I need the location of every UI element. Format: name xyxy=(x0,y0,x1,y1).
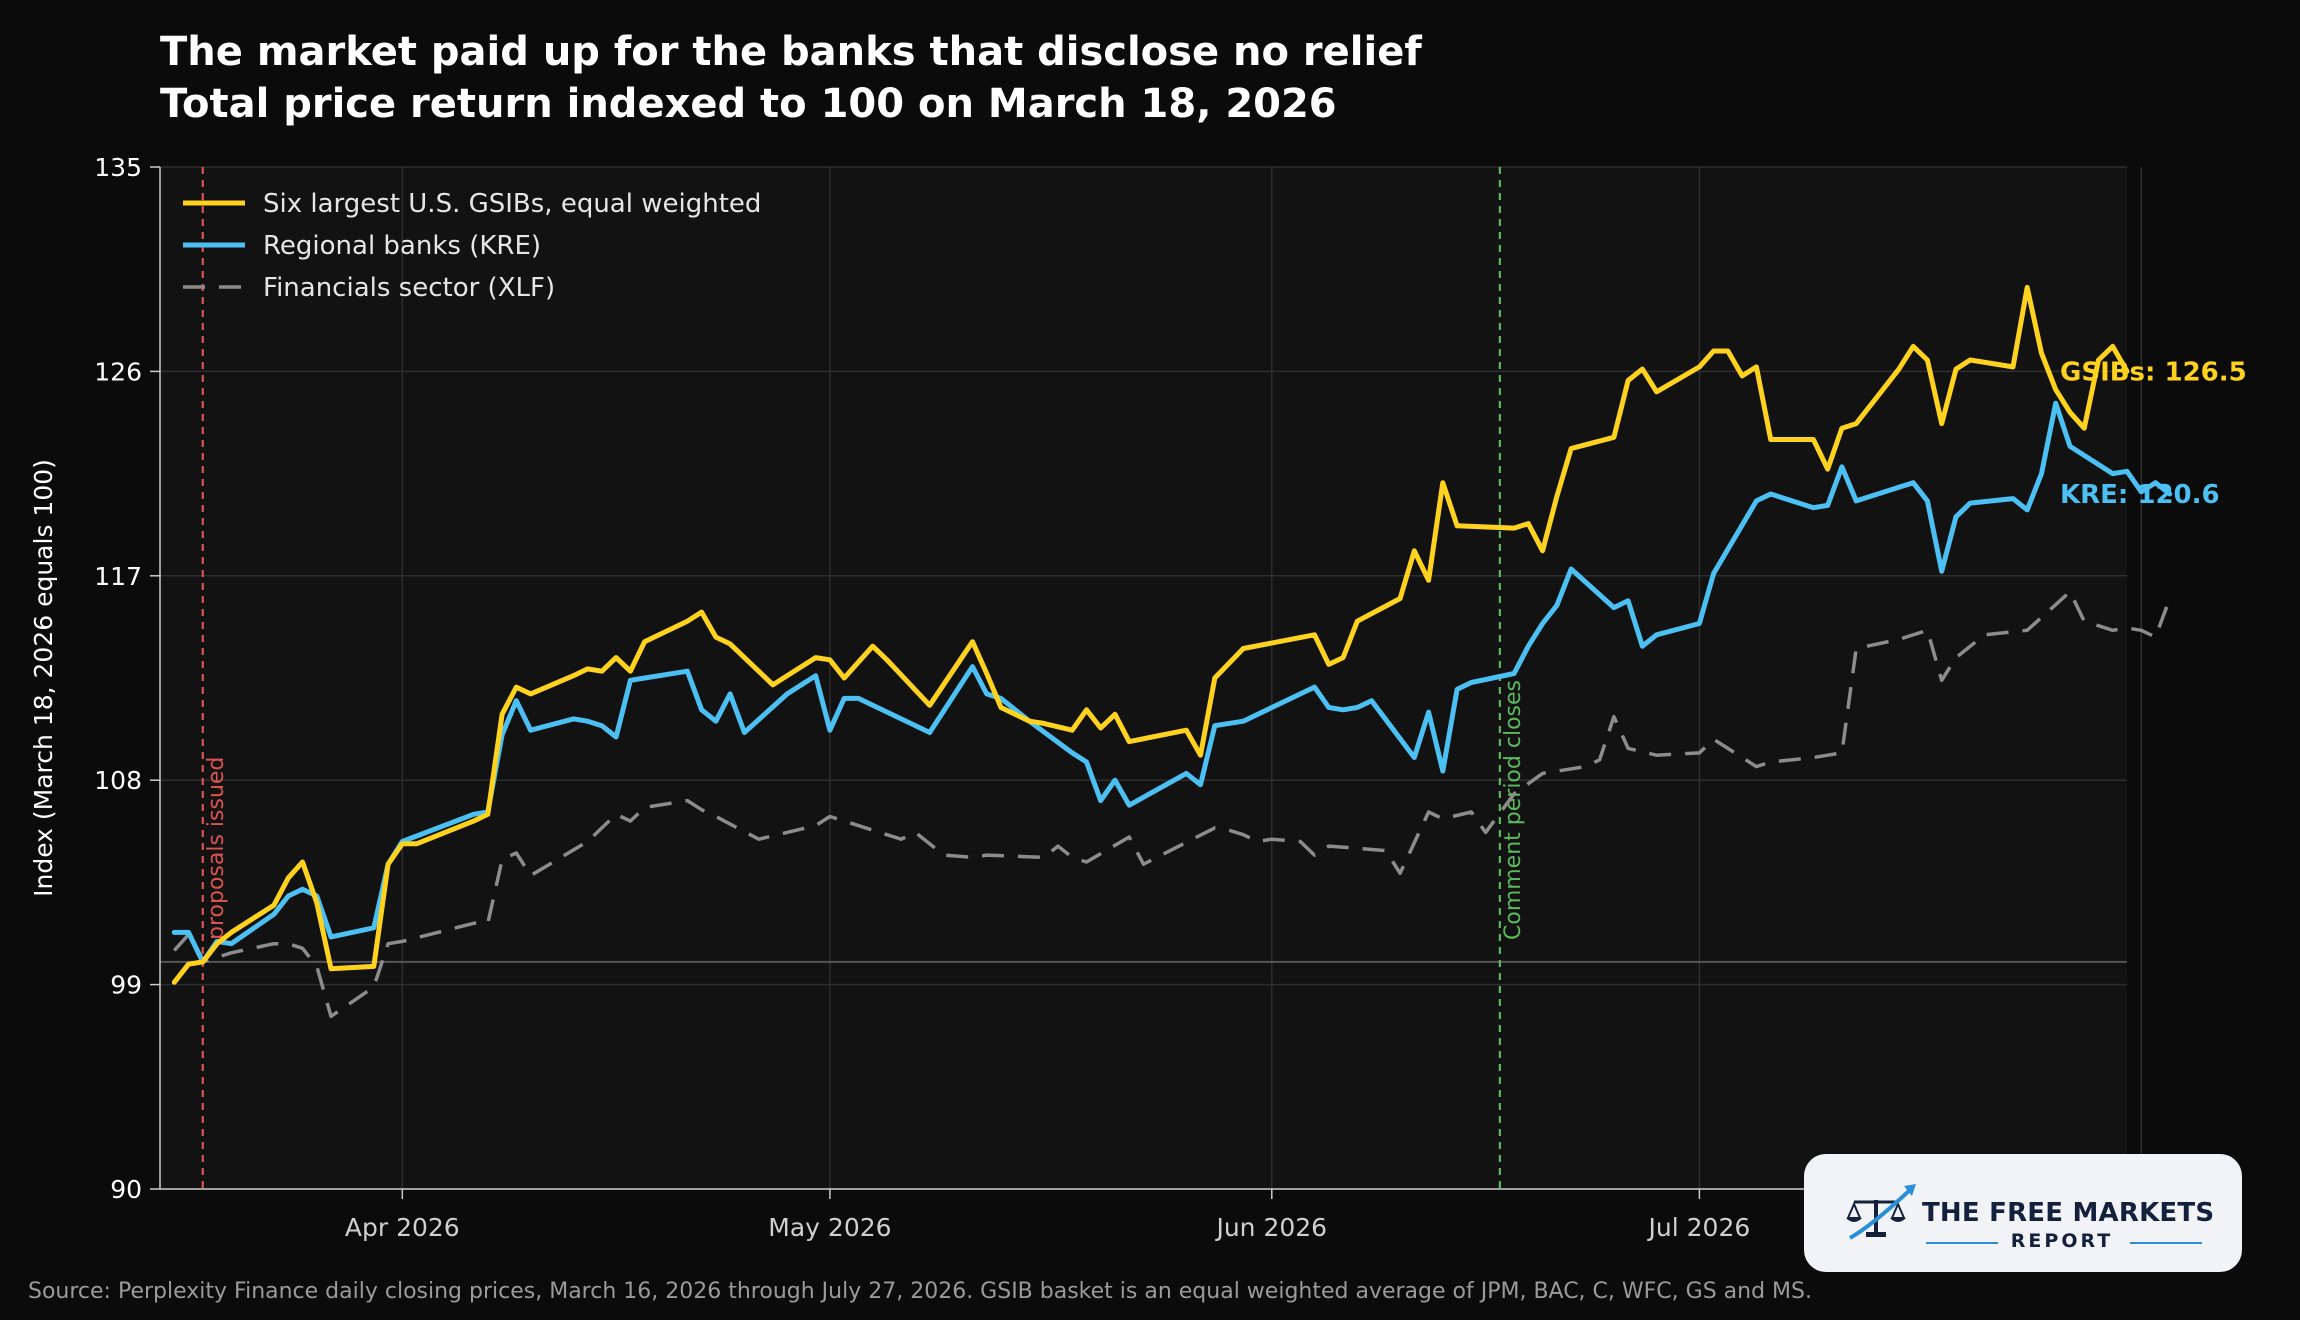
annotation-label: proposals issued xyxy=(204,757,229,940)
y-tick-label: 99 xyxy=(110,971,142,1000)
legend-label: Financials sector (XLF) xyxy=(263,273,555,303)
logo-rule-left xyxy=(1926,1242,1998,1244)
series-line-2 xyxy=(172,589,2172,1019)
x-tick-label: Apr 2026 xyxy=(345,1213,460,1242)
legend: Six largest U.S. GSIBs, equal weighted Re… xyxy=(183,189,761,303)
series-lines xyxy=(171,284,2173,1019)
logo-text-line2: REPORT xyxy=(2010,1230,2114,1252)
legend-label: Six largest U.S. GSIBs, equal weighted xyxy=(263,189,761,219)
logo-text-line1: THE FREE MARKETS xyxy=(1922,1198,2215,1228)
legend-label: Regional banks (KRE) xyxy=(263,231,541,261)
brand-logo: THE FREE MARKETS REPORT xyxy=(1804,1154,2242,1272)
y-tick-label: 90 xyxy=(110,1175,142,1204)
grid-lines xyxy=(160,166,2143,1190)
chart-subtitle: Total price return indexed to 100 on Mar… xyxy=(160,81,1337,127)
end-label: GSIBs: 126.5 xyxy=(2060,357,2247,387)
x-tick-label: May 2026 xyxy=(768,1213,891,1242)
y-tick-label: 135 xyxy=(94,153,142,182)
end-labels: GSIBs: 126.5 KRE: 120.6 xyxy=(2060,357,2247,510)
y-tick-label: 126 xyxy=(94,357,142,386)
chart-title: The market paid up for the banks that di… xyxy=(160,29,1422,75)
axes: 90 99 108 117 126 135 Apr 2026 May 2026 Jun 2026… xyxy=(94,153,2127,1242)
series-line-0 xyxy=(171,284,2130,985)
x-tick-label: Jun 2026 xyxy=(1214,1213,1327,1242)
annotation-label: Comment period closes xyxy=(1501,680,1526,940)
title-block: The market paid up for the banks that di… xyxy=(160,26,1422,130)
annotations: proposals issued Comment period closes xyxy=(201,167,1526,1189)
scales-with-rising-arrow-icon xyxy=(1846,1184,1916,1240)
y-tick-label: 117 xyxy=(94,562,142,591)
source-note: Source: Perplexity Finance daily closing… xyxy=(28,1279,1812,1304)
end-label: KRE: 120.6 xyxy=(2060,480,2220,510)
y-tick-label: 108 xyxy=(94,766,142,795)
logo-rule-right xyxy=(2130,1242,2202,1244)
plot-area xyxy=(160,167,2127,1189)
y-axis-label: Index (March 18, 2026 equals 100) xyxy=(29,459,58,897)
x-tick-label: Jul 2026 xyxy=(1647,1213,1751,1242)
